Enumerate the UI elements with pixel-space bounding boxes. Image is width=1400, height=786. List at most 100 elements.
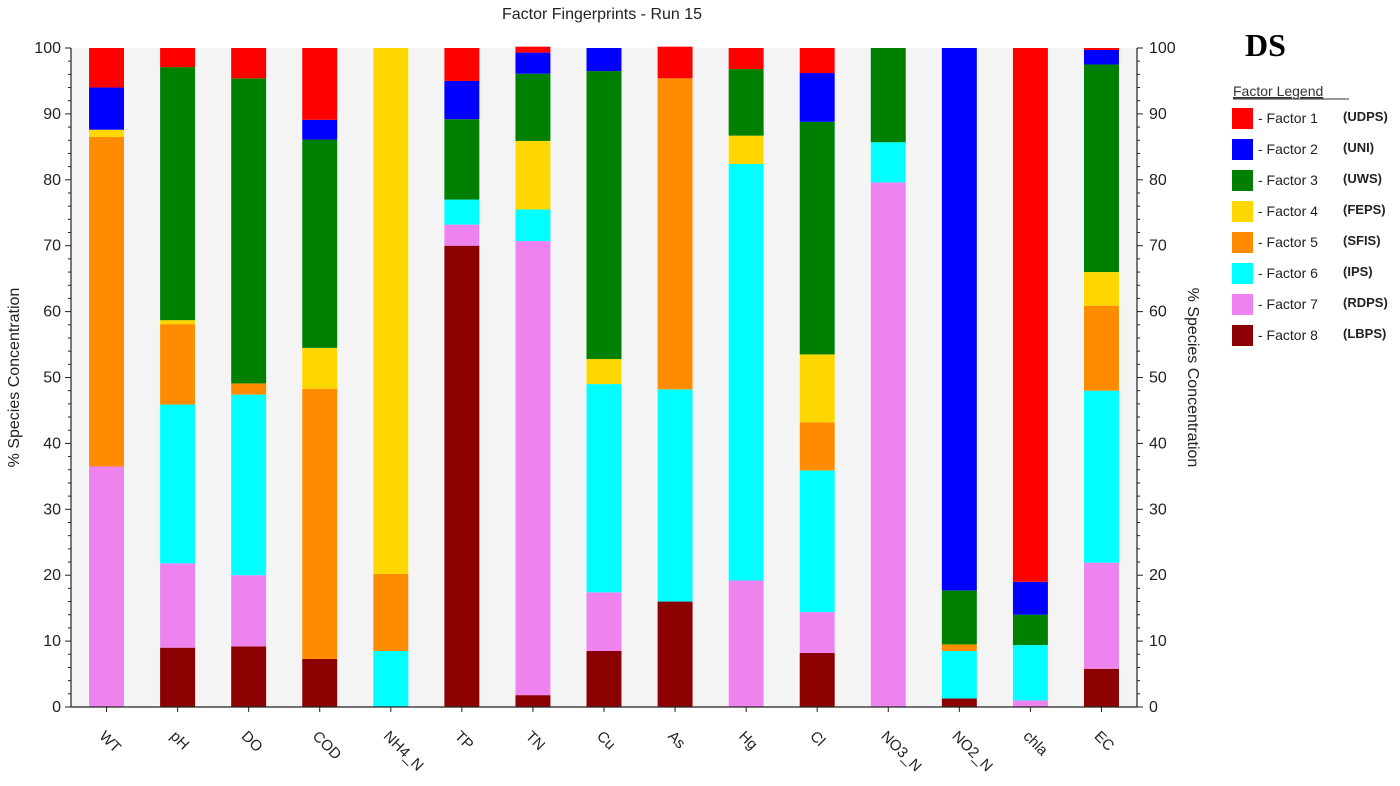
x-category-label: DO [238,728,266,756]
bar-segment-no3-n-factor-6 [870,142,906,183]
bar-segment-no3-n-factor-7 [870,182,906,707]
bar-segment-tp-factor-7 [444,224,480,246]
bar-segment-cu-factor-3 [586,71,622,360]
legend-item-label: - Factor 8 [1258,327,1318,343]
legend-swatch [1232,232,1253,253]
bar-segment-hg-factor-1 [728,48,764,70]
bar-segment-ec-factor-5 [1083,305,1119,391]
chart-title: Factor Fingerprints - Run 15 [502,6,702,23]
legend-swatch [1232,294,1253,315]
x-category-label: TN [522,728,548,754]
y-tick-label-right: 80 [1149,172,1167,189]
bar-segment-ph-factor-3 [160,67,196,321]
bar-segment-do-factor-8 [231,646,267,707]
x-category-label: COD [309,728,345,764]
legend-title: Factor Legend [1233,83,1323,99]
legend-swatch [1232,139,1253,160]
legend-item-label: - Factor 2 [1258,141,1318,157]
bar-segment-no2-n-factor-2 [941,48,977,591]
bar-segment-wt-factor-7 [89,466,125,707]
bar-segment-ec-factor-1 [1083,48,1119,50]
y-tick-label-right: 90 [1149,106,1167,123]
x-category-label: Hg [735,728,761,754]
y-tick-label-left: 10 [43,633,61,650]
bar-segment-cu-factor-4 [586,359,622,385]
bar-segment-tn-factor-6 [515,209,551,242]
bar-segment-hg-factor-7 [728,580,764,707]
y-tick-label-right: 70 [1149,238,1167,255]
bar-segment-cl-factor-6 [799,470,835,613]
x-category-label: chla [1020,728,1052,760]
bar-segment-tp-factor-2 [444,80,480,120]
bar-segment-no3-n-factor-3 [870,48,906,143]
bar-segment-nh4-n-factor-5 [373,573,409,651]
bar-segment-cl-factor-8 [799,652,835,707]
bar-segment-ec-factor-7 [1083,562,1119,669]
corner-label: DS [1245,27,1286,63]
bar-segment-tn-factor-2 [515,52,551,74]
legend-item-abbreviation: (RDPS) [1343,295,1388,310]
bar-segment-tn-factor-4 [515,140,551,210]
bar-segment-no2-n-factor-6 [941,650,977,699]
bar-segment-no2-n-factor-3 [941,590,977,645]
bar-segment-ph-factor-5 [160,324,196,405]
bar-segment-ec-factor-2 [1083,49,1119,65]
bar-segment-wt-factor-4 [89,129,125,137]
x-category-label: TP [451,728,477,754]
y-tick-label-right: 10 [1149,633,1167,650]
bar-segment-tp-factor-1 [444,48,480,81]
bar-segment-hg-factor-4 [728,135,764,164]
y-tick-label-left: 80 [43,172,61,189]
bar-segment-hg-factor-3 [728,69,764,136]
bar-segment-tn-factor-3 [515,73,551,141]
y-tick-label-right: 50 [1149,370,1167,387]
bar-segment-tn-factor-8 [515,695,551,707]
legend-item-label: - Factor 1 [1258,110,1318,126]
y-tick-label-right: 60 [1149,304,1167,321]
x-category-label: As [664,728,688,752]
bar-segment-hg-factor-6 [728,163,764,581]
y-tick-label-left: 90 [43,106,61,123]
bar-segment-ph-factor-8 [160,647,196,707]
y-tick-label-left: 60 [43,304,61,321]
bar-segment-tn-factor-1 [515,46,551,53]
x-category-label: NH4_N [380,728,427,775]
legend-item-abbreviation: (IPS) [1343,264,1373,279]
y-tick-label-left: 20 [43,567,61,584]
x-category-label: Cl [806,728,828,750]
y-tick-label-right: 0 [1149,699,1158,716]
bar-segment-nh4-n-factor-4 [373,48,409,574]
legend-item-abbreviation: (UDPS) [1343,109,1388,124]
bars-group [88,46,1120,707]
bar-segment-chla-factor-1 [1012,48,1048,582]
y-tick-label-right: 30 [1149,501,1167,518]
bar-segment-no2-n-factor-8 [941,698,977,707]
bar-segment-tp-factor-8 [444,245,480,707]
bar-segment-do-factor-5 [231,383,267,395]
bar-segment-chla-factor-3 [1012,614,1048,646]
bar-segment-do-factor-3 [231,78,267,384]
legend-item-label: - Factor 6 [1258,265,1318,281]
legend-item-abbreviation: (LBPS) [1343,326,1386,341]
bar-segment-ec-factor-3 [1083,64,1119,273]
legend-item-label: - Factor 7 [1258,296,1318,312]
bar-segment-ec-factor-8 [1083,668,1119,707]
y-tick-label-right: 20 [1149,567,1167,584]
bar-segment-nh4-n-factor-6 [373,650,409,707]
legend-item-abbreviation: (FEPS) [1343,202,1386,217]
bar-segment-cl-factor-2 [799,73,835,122]
bar-segment-tn-factor-7 [515,241,551,696]
bar-segment-as-factor-6 [657,389,693,602]
bar-segment-cu-factor-2 [586,48,622,72]
legend-item-abbreviation: (UWS) [1343,171,1382,186]
bar-segment-chla-factor-6 [1012,645,1048,701]
y-tick-label-left: 50 [43,370,61,387]
bar-segment-wt-factor-2 [89,87,125,130]
bar-segment-wt-factor-5 [89,136,125,467]
bar-segment-cod-factor-4 [302,347,338,389]
x-category-label: pH [167,728,193,754]
bar-segment-wt-factor-1 [89,48,125,88]
bar-segment-cl-factor-4 [799,354,835,423]
bar-segment-do-factor-1 [231,48,267,79]
